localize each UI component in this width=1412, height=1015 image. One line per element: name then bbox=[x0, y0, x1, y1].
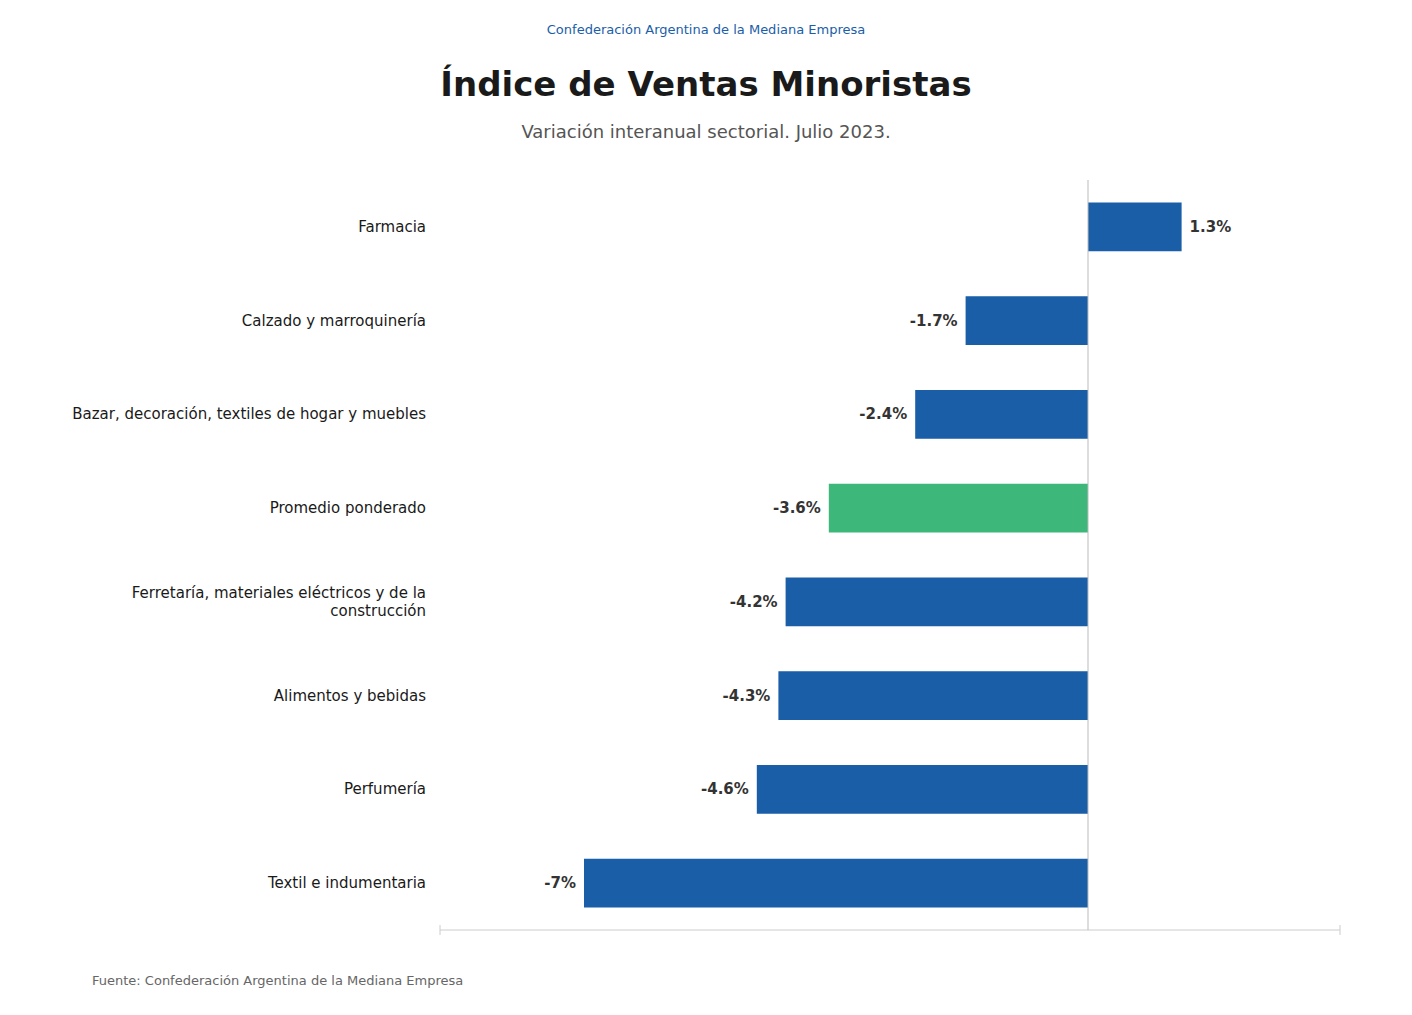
data-label: 1.3% bbox=[1190, 218, 1232, 236]
chart-container: Confederación Argentina de la Mediana Em… bbox=[0, 0, 1412, 1015]
data-label: -1.7% bbox=[910, 312, 958, 330]
data-label: -4.3% bbox=[723, 687, 771, 705]
bars bbox=[584, 203, 1182, 908]
bar bbox=[786, 578, 1088, 627]
category-label: Bazar, decoración, textiles de hogar y m… bbox=[72, 405, 426, 423]
background bbox=[0, 0, 1412, 1015]
subtitle: Variación interanual sectorial. Julio 20… bbox=[521, 121, 890, 142]
data-label: -3.6% bbox=[773, 499, 821, 517]
bar bbox=[829, 484, 1088, 533]
zero-line bbox=[1088, 180, 1089, 930]
x-axis-line bbox=[440, 930, 1340, 931]
bar bbox=[915, 390, 1088, 439]
category-label: Ferretaría, materiales eléctricos y de l… bbox=[132, 584, 426, 620]
bar bbox=[778, 671, 1088, 720]
title: Índice de Ventas Minoristas bbox=[440, 64, 971, 104]
x-range-end bbox=[1340, 925, 1341, 935]
data-label: -2.4% bbox=[859, 405, 907, 423]
category-label: Promedio ponderado bbox=[270, 499, 426, 517]
category-label: Calzado y marroquinería bbox=[242, 312, 426, 330]
chart: Confederación Argentina de la Mediana Em… bbox=[0, 0, 1412, 1015]
bar bbox=[966, 296, 1088, 345]
category-label: Farmacia bbox=[358, 218, 426, 236]
data-label: -4.6% bbox=[701, 780, 749, 798]
category-label: Alimentos y bebidas bbox=[274, 687, 426, 705]
data-label: -7% bbox=[544, 874, 576, 892]
logo-text: Confederación Argentina de la Mediana Em… bbox=[547, 22, 865, 37]
data-label: -4.2% bbox=[730, 593, 778, 611]
category-label: Textil e indumentaria bbox=[267, 874, 426, 892]
bar bbox=[1088, 203, 1182, 252]
bar bbox=[757, 765, 1088, 814]
bar bbox=[584, 859, 1088, 908]
category-label: Perfumería bbox=[344, 780, 426, 798]
x-range-start bbox=[440, 925, 441, 935]
footer: Fuente: Confederación Argentina de la Me… bbox=[92, 973, 463, 988]
